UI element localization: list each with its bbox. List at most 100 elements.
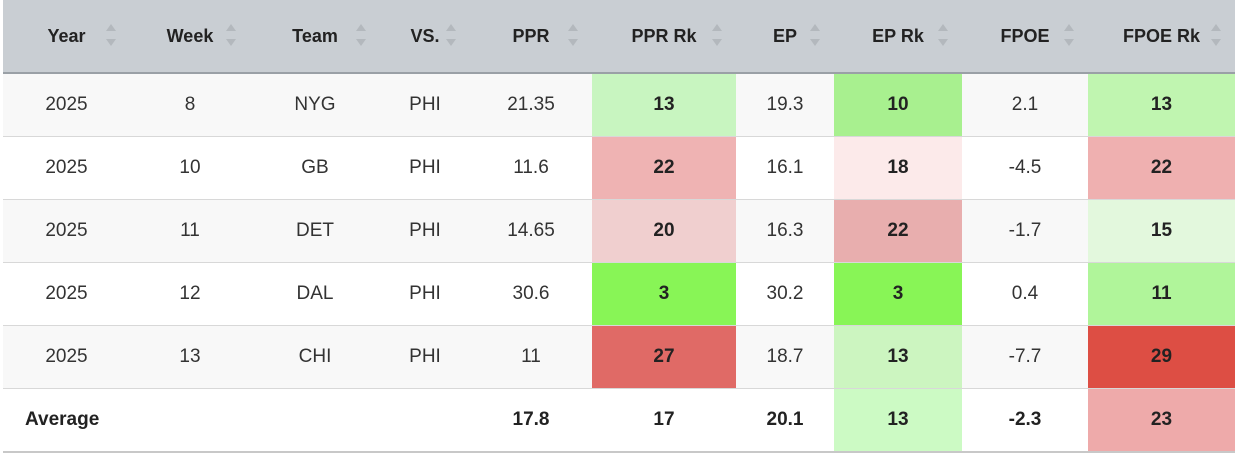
cell: 0.4 <box>962 262 1088 326</box>
empty-cell <box>250 388 380 453</box>
cell: 30.2 <box>736 262 834 326</box>
header-label: Week <box>166 25 214 46</box>
column-header[interactable]: FPOE <box>962 0 1088 74</box>
table-header: Year Week Team VS. PPR PPR Rk EP EP Rk FPOE FPOE … <box>3 0 1235 74</box>
cell: 14.65 <box>470 199 592 263</box>
sort-icon <box>106 24 116 46</box>
cell: DAL <box>250 262 380 326</box>
cell: PHI <box>380 199 470 263</box>
cell: 2025 <box>3 199 130 263</box>
cell: 2025 <box>3 262 130 326</box>
sort-icon <box>938 24 948 46</box>
cell: 11 <box>470 325 592 389</box>
footer-cell: 20.1 <box>736 388 834 453</box>
rank-cell: 3 <box>834 262 962 326</box>
sort-icon <box>568 24 578 46</box>
cell: NYG <box>250 73 380 137</box>
sort-icon <box>1211 24 1221 46</box>
header-label: PPR Rk <box>631 25 697 46</box>
empty-cell <box>130 388 250 453</box>
cell: 2025 <box>3 73 130 137</box>
header-label: VS. <box>410 25 440 46</box>
rank-cell: 11 <box>1088 262 1235 326</box>
table-row: 2025 12 DAL PHI 30.6 3 30.2 3 0.4 11 <box>3 262 1235 326</box>
table-body: 2025 8 NYG PHI 21.35 13 19.3 10 2.1 13 2025 10 GB PHI… <box>3 73 1235 389</box>
cell: 10 <box>130 136 250 200</box>
column-header[interactable]: PPR <box>470 0 592 74</box>
rank-cell: 3 <box>592 262 736 326</box>
rank-cell: 13 <box>592 73 736 137</box>
cell: 11 <box>130 199 250 263</box>
table-row: 2025 8 NYG PHI 21.35 13 19.3 10 2.1 13 <box>3 73 1235 137</box>
rank-cell: 10 <box>834 73 962 137</box>
cell: PHI <box>380 136 470 200</box>
column-header[interactable]: VS. <box>380 0 470 74</box>
table-row: 2025 11 DET PHI 14.65 20 16.3 22 -1.7 15 <box>3 199 1235 263</box>
rank-cell: 22 <box>834 199 962 263</box>
sort-icon <box>356 24 366 46</box>
rank-cell: 29 <box>1088 325 1235 389</box>
cell: 2.1 <box>962 73 1088 137</box>
table-row: 2025 13 CHI PHI 11 27 18.7 13 -7.7 29 <box>3 325 1235 389</box>
column-header[interactable]: EP Rk <box>834 0 962 74</box>
cell: 16.3 <box>736 199 834 263</box>
rank-cell: 22 <box>1088 136 1235 200</box>
cell: DET <box>250 199 380 263</box>
header-label: EP <box>772 25 797 46</box>
rank-cell: 27 <box>592 325 736 389</box>
cell: 2025 <box>3 325 130 389</box>
cell: 2025 <box>3 136 130 200</box>
header-label: PPR <box>512 25 550 46</box>
footer-cell: 13 <box>834 388 962 453</box>
column-header[interactable]: Week <box>130 0 250 74</box>
header-label: Year <box>47 25 86 46</box>
rank-cell: 18 <box>834 136 962 200</box>
sort-icon <box>810 24 820 46</box>
cell: CHI <box>250 325 380 389</box>
column-header[interactable]: FPOE Rk <box>1088 0 1235 74</box>
cell: 16.1 <box>736 136 834 200</box>
sort-icon <box>712 24 722 46</box>
footer-cell: 23 <box>1088 388 1235 453</box>
rank-cell: 15 <box>1088 199 1235 263</box>
footer-cell: 17 <box>592 388 736 453</box>
sort-icon <box>226 24 236 46</box>
cell: 12 <box>130 262 250 326</box>
sort-icon <box>1064 24 1074 46</box>
header-label: EP Rk <box>872 25 924 46</box>
cell: 13 <box>130 325 250 389</box>
table-row: 2025 10 GB PHI 11.6 22 16.1 18 -4.5 22 <box>3 136 1235 200</box>
rank-cell: 13 <box>1088 73 1235 137</box>
stats-table: Year Week Team VS. PPR PPR Rk EP EP Rk FPOE FPOE … <box>3 0 1235 453</box>
cell: 8 <box>130 73 250 137</box>
rank-cell: 22 <box>592 136 736 200</box>
footer-label: Average <box>3 388 130 453</box>
cell: PHI <box>380 73 470 137</box>
cell: -1.7 <box>962 199 1088 263</box>
cell: 21.35 <box>470 73 592 137</box>
cell: 19.3 <box>736 73 834 137</box>
column-header[interactable]: EP <box>736 0 834 74</box>
footer-cell: 17.8 <box>470 388 592 453</box>
column-header[interactable]: Year <box>3 0 130 74</box>
cell: 30.6 <box>470 262 592 326</box>
header-label: Team <box>292 25 338 46</box>
header-label: FPOE <box>1000 25 1050 46</box>
cell: GB <box>250 136 380 200</box>
rank-cell: 13 <box>834 325 962 389</box>
column-header[interactable]: Team <box>250 0 380 74</box>
cell: 11.6 <box>470 136 592 200</box>
table-footer: Average 17.8 17 20.1 13 -2.3 23 <box>3 388 1235 453</box>
column-header[interactable]: PPR Rk <box>592 0 736 74</box>
empty-cell <box>380 388 470 453</box>
header-label: FPOE Rk <box>1122 25 1201 46</box>
cell: PHI <box>380 325 470 389</box>
cell: 18.7 <box>736 325 834 389</box>
footer-cell: -2.3 <box>962 388 1088 453</box>
cell: -4.5 <box>962 136 1088 200</box>
sort-icon <box>446 24 456 46</box>
cell: -7.7 <box>962 325 1088 389</box>
cell: PHI <box>380 262 470 326</box>
rank-cell: 20 <box>592 199 736 263</box>
